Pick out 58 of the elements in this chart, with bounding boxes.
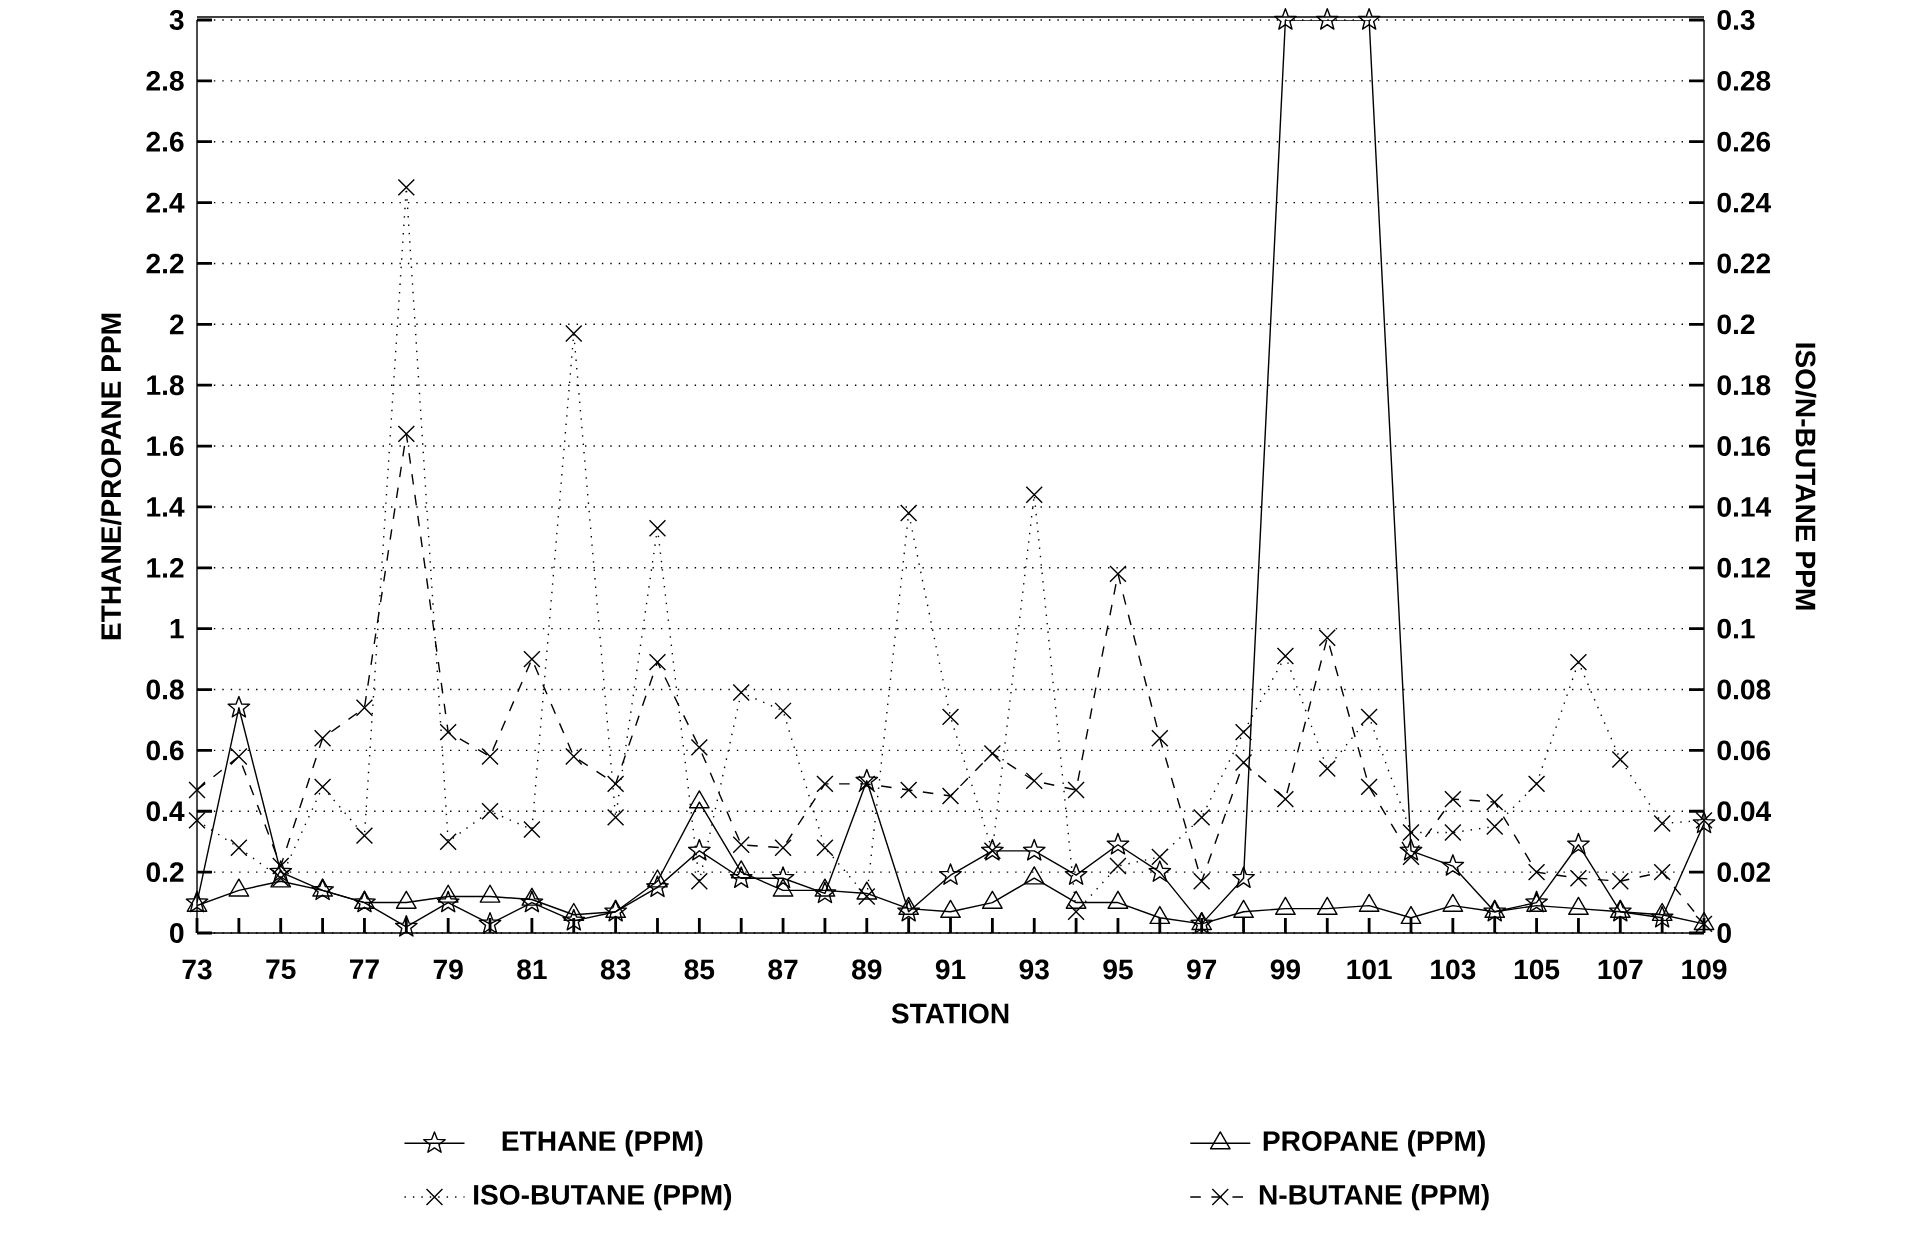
legend-label: N-BUTANE (PPM)	[1259, 1184, 1489, 1211]
y-tick-label: 0.2	[146, 862, 184, 883]
y-tick-label: 1.8	[147, 375, 184, 396]
y2-tick-label: 0.2	[1717, 314, 1755, 335]
y-axis-title: ETHANE/PROPANE PPM	[100, 313, 122, 640]
legend-label: ETHANE (PPM)	[502, 1130, 703, 1157]
y-tick-label: 0.8	[146, 679, 184, 700]
x-tick-label: 83	[600, 959, 631, 980]
x-tick-label: 97	[1187, 959, 1217, 980]
y2-axis-title: ISO/N-BUTANE PPM	[1795, 343, 1817, 610]
x-tick-label: 79	[433, 959, 463, 980]
legend-label: PROPANE (PPM)	[1263, 1130, 1485, 1157]
legend-label: ISO-BUTANE (PPM)	[474, 1184, 732, 1211]
y2-tick-label: 0.26	[1717, 131, 1771, 152]
x-tick-label: 93	[1019, 959, 1049, 980]
y2-tick-label: 0.12	[1717, 557, 1771, 578]
y2-tick-label: 0.18	[1717, 375, 1771, 396]
y-tick-label: 0.4	[146, 801, 185, 822]
x-tick-label: 81	[517, 959, 547, 980]
x-tick-label: 105	[1514, 959, 1560, 980]
y-tick-label: 3	[169, 10, 184, 30]
y2-tick-label: 0.1	[1717, 618, 1755, 639]
y2-tick-label: 0.24	[1717, 192, 1772, 213]
y2-tick-label: 0.14	[1717, 496, 1772, 517]
x-tick-label: 85	[684, 959, 715, 980]
x-tick-label: 107	[1598, 959, 1643, 980]
y2-tick-label: 0.3	[1717, 10, 1755, 30]
x-tick-label: 89	[852, 959, 882, 980]
x-axis-title: STATION	[891, 1003, 1009, 1024]
x-tick-label: 73	[182, 959, 212, 980]
y2-tick-label: 0.28	[1717, 70, 1771, 91]
y-tick-label: 0	[170, 923, 184, 943]
y-tick-label: 2.6	[146, 131, 184, 152]
y-tick-label: 1.4	[147, 497, 185, 517]
y-tick-label: 2.8	[146, 70, 184, 91]
y2-tick-label: 0.08	[1717, 679, 1771, 700]
x-tick-label: 91	[935, 959, 966, 980]
y-tick-label: 0.6	[146, 740, 184, 761]
x-tick-label: 99	[1270, 959, 1301, 980]
x-tick-label: 103	[1431, 959, 1476, 980]
y-tick-label: 2.4	[146, 192, 185, 213]
y-tick-label: 2.2	[146, 253, 184, 274]
y-tick-label: 1.2	[147, 557, 184, 578]
y2-tick-label: 0.06	[1717, 740, 1771, 761]
x-tick-label: 77	[350, 959, 379, 979]
y2-tick-label: 0.02	[1717, 862, 1771, 883]
y-tick-label: 2	[169, 314, 184, 335]
x-tick-label: 101	[1347, 959, 1392, 980]
y2-tick-label: 0.04	[1717, 801, 1772, 822]
y2-tick-label: 0.16	[1717, 436, 1771, 457]
x-tick-label: 75	[266, 959, 296, 980]
x-tick-label: 109	[1682, 959, 1727, 980]
y2-tick-label: 0.22	[1717, 253, 1771, 274]
x-tick-label: 95	[1103, 959, 1133, 980]
y-tick-label: 1.6	[147, 436, 184, 457]
y-tick-label: 1	[170, 618, 184, 639]
y2-tick-label: 0	[1717, 923, 1731, 943]
x-tick-label: 87	[768, 959, 798, 980]
